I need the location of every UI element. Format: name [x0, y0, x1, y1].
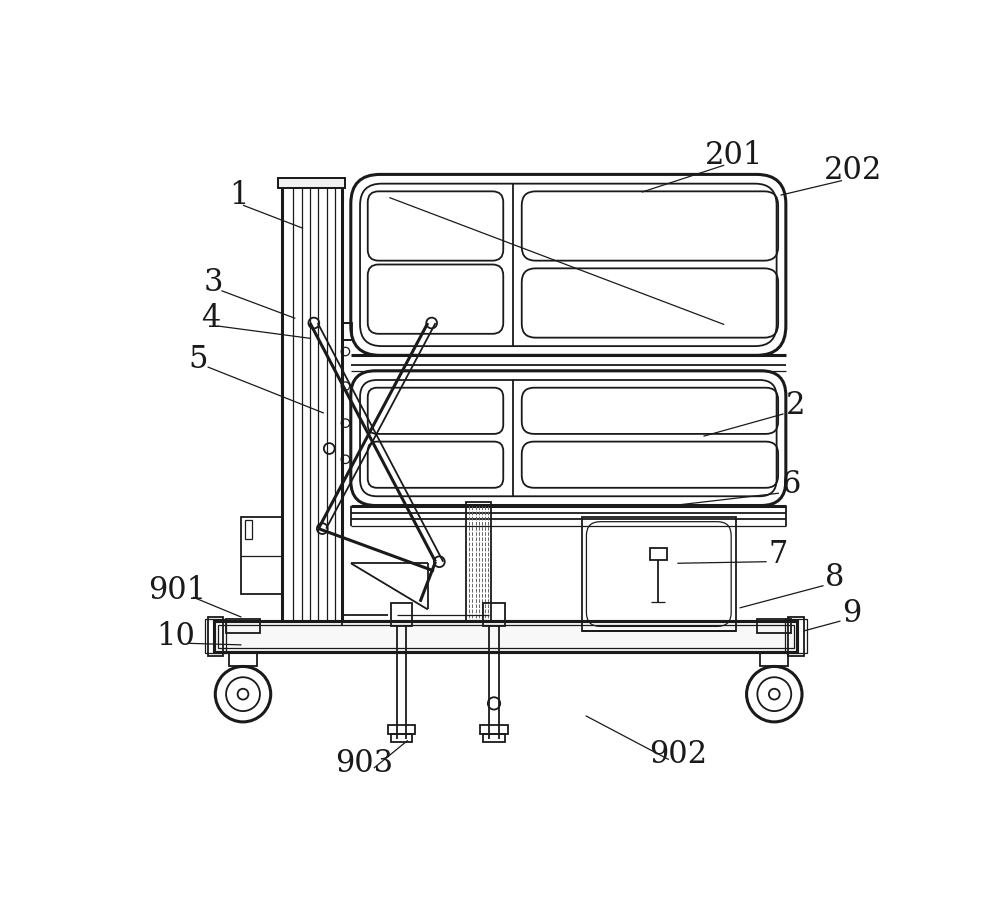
Bar: [391, 735, 412, 742]
Bar: [278, 178, 345, 187]
Bar: [388, 725, 415, 735]
Bar: [226, 619, 260, 634]
Bar: [391, 603, 412, 627]
Text: 901: 901: [148, 575, 207, 606]
Text: 202: 202: [824, 155, 882, 186]
Bar: [483, 735, 505, 742]
Bar: [788, 617, 804, 656]
Bar: [650, 548, 667, 560]
Bar: [245, 520, 252, 539]
Bar: [229, 652, 257, 666]
Bar: [582, 517, 736, 631]
Bar: [214, 621, 797, 652]
Text: 903: 903: [336, 748, 394, 779]
Bar: [466, 501, 491, 628]
Bar: [342, 323, 352, 340]
Text: 201: 201: [705, 140, 763, 171]
Text: 2: 2: [786, 390, 806, 421]
Bar: [480, 725, 508, 735]
Bar: [278, 178, 345, 187]
Text: 9: 9: [842, 597, 861, 629]
Text: 8: 8: [825, 562, 844, 593]
Text: 1: 1: [229, 180, 249, 211]
Bar: [214, 621, 797, 652]
Bar: [208, 617, 223, 656]
Bar: [241, 517, 282, 594]
Text: 6: 6: [782, 469, 801, 500]
Text: 10: 10: [156, 621, 195, 652]
Bar: [218, 625, 794, 648]
Bar: [205, 619, 226, 654]
Text: 4: 4: [201, 303, 220, 334]
Bar: [757, 619, 791, 634]
Bar: [785, 619, 807, 654]
Bar: [483, 603, 505, 627]
Text: 3: 3: [204, 267, 223, 298]
Text: 5: 5: [189, 344, 208, 375]
Text: 7: 7: [768, 538, 788, 569]
Bar: [760, 652, 788, 666]
Bar: [282, 186, 342, 644]
Text: 902: 902: [649, 739, 707, 770]
